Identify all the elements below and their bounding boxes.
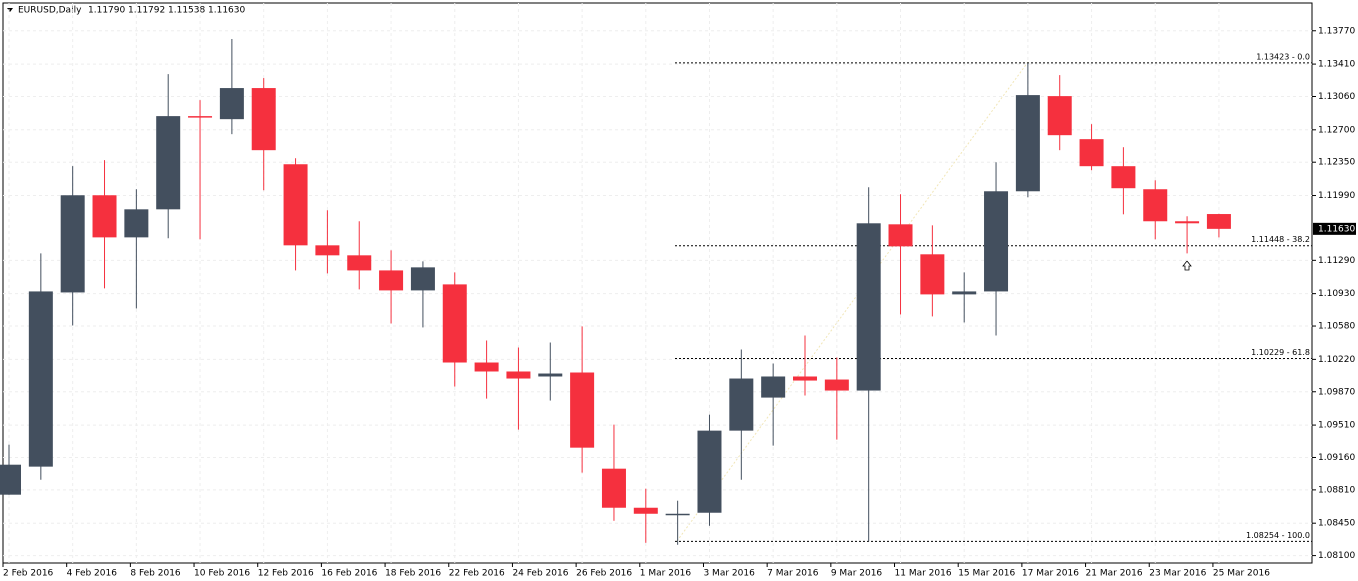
candle-body: [570, 372, 595, 448]
y-tick-label: 1.10220: [1318, 355, 1355, 365]
candle-body: [124, 209, 149, 238]
candle-body: [761, 376, 786, 398]
x-tick-label: 7 Mar 2016: [767, 569, 819, 579]
y-tick-label: 1.12700: [1318, 125, 1355, 135]
y-tick-label: 1.10930: [1318, 289, 1355, 299]
x-tick-label: 1 Mar 2016: [640, 569, 692, 579]
x-tick-label: 22 Feb 2016: [449, 569, 505, 579]
candle-body: [442, 284, 467, 363]
candle-body: [410, 267, 435, 291]
x-tick-label: 11 Mar 2016: [895, 569, 952, 579]
candle-body: [379, 270, 404, 291]
candle-body: [888, 224, 913, 247]
candle-body: [665, 513, 690, 516]
x-tick-label: 24 Feb 2016: [512, 569, 568, 579]
fib-label: 1.13423 - 0.0: [1256, 52, 1310, 61]
x-tick-label: 4 Feb 2016: [67, 569, 118, 579]
y-tick-label: 1.11990: [1318, 191, 1355, 201]
menu-triangle: [7, 8, 13, 12]
y-tick-label: 1.09160: [1318, 453, 1355, 463]
x-tick-label: 25 Mar 2016: [1213, 569, 1270, 579]
candle-body: [188, 116, 213, 118]
x-tick-label: 18 Feb 2016: [385, 569, 441, 579]
candle-body: [1047, 96, 1072, 136]
candle-body: [538, 373, 563, 377]
fib-label: 1.08254 - 100.0: [1246, 531, 1310, 540]
y-tick-label: 1.12350: [1318, 158, 1355, 168]
candle-body: [920, 254, 945, 295]
candle-body: [1079, 139, 1104, 167]
candle-body: [952, 291, 977, 295]
candle-body: [1206, 214, 1231, 229]
arrow-marker: [1182, 260, 1192, 271]
candle-body: [793, 376, 817, 381]
candle-body: [60, 195, 85, 293]
fib-trend-line: [676, 61, 1029, 542]
x-tick-label: 16 Feb 2016: [321, 569, 377, 579]
candle-body: [633, 507, 658, 514]
x-tick-label: 9 Mar 2016: [831, 569, 883, 579]
ohlc-high: 1.11792: [128, 6, 165, 16]
candle-body: [824, 379, 849, 391]
y-tick-label: 1.11290: [1318, 256, 1355, 266]
x-tick-label: 10 Feb 2016: [194, 569, 250, 579]
ohlc-low: 1.11538: [168, 6, 205, 16]
candle-body: [219, 88, 244, 120]
candle-body: [92, 195, 117, 238]
candle-body: [474, 362, 499, 372]
candle-body: [984, 191, 1009, 292]
candle-body: [283, 164, 308, 246]
y-tick-label: 1.13060: [1318, 92, 1355, 102]
x-tick-label: 21 Mar 2016: [1086, 569, 1143, 579]
candle-body: [856, 223, 881, 391]
y-tick-label: 1.10580: [1318, 322, 1355, 332]
x-tick-label: 23 Mar 2016: [1149, 569, 1206, 579]
candle-body: [28, 291, 53, 467]
x-tick-label: 17 Mar 2016: [1022, 569, 1079, 579]
candle-body: [601, 468, 626, 508]
y-tick-label: 1.08100: [1318, 551, 1355, 561]
candle-body: [697, 430, 722, 513]
candle-body: [506, 371, 531, 379]
current-price-box: [1313, 222, 1356, 235]
x-tick-label: 15 Mar 2016: [958, 569, 1015, 579]
y-tick-label: 1.08810: [1318, 485, 1355, 495]
candle-body: [1143, 189, 1168, 222]
candle-body: [251, 88, 276, 151]
current-price-label: 1.11630: [1318, 224, 1355, 234]
candle-body: [729, 378, 754, 431]
x-tick-label: 3 Mar 2016: [703, 569, 755, 579]
y-tick-label: 1.09870: [1318, 387, 1355, 397]
symbol: EURUSD,Daily: [18, 6, 82, 16]
candle-body: [347, 255, 372, 271]
fib-label: 1.11448 - 38.2: [1251, 235, 1310, 244]
y-tick-label: 1.13770: [1318, 26, 1355, 36]
x-tick-label: 2 Feb 2016: [3, 569, 54, 579]
x-tick-label: 12 Feb 2016: [258, 569, 314, 579]
x-tick-label: 8 Feb 2016: [130, 569, 181, 579]
ohlc-open: 1.11790: [88, 6, 125, 16]
fib-label: 1.10229 - 61.8: [1251, 348, 1310, 357]
plot-frame: [2, 2, 1313, 564]
y-tick-label: 1.08450: [1318, 519, 1355, 529]
candle-body: [315, 245, 340, 256]
x-tick-label: 26 Feb 2016: [576, 569, 632, 579]
candle-body: [1175, 221, 1200, 224]
y-tick-label: 1.13410: [1318, 60, 1355, 70]
candle-body: [156, 116, 181, 210]
candle-body: [1111, 166, 1136, 189]
ohlc-close: 1.11630: [208, 6, 245, 16]
y-tick-label: 1.09510: [1318, 421, 1355, 431]
candle-body: [1015, 95, 1040, 192]
candle-body: [0, 464, 21, 495]
